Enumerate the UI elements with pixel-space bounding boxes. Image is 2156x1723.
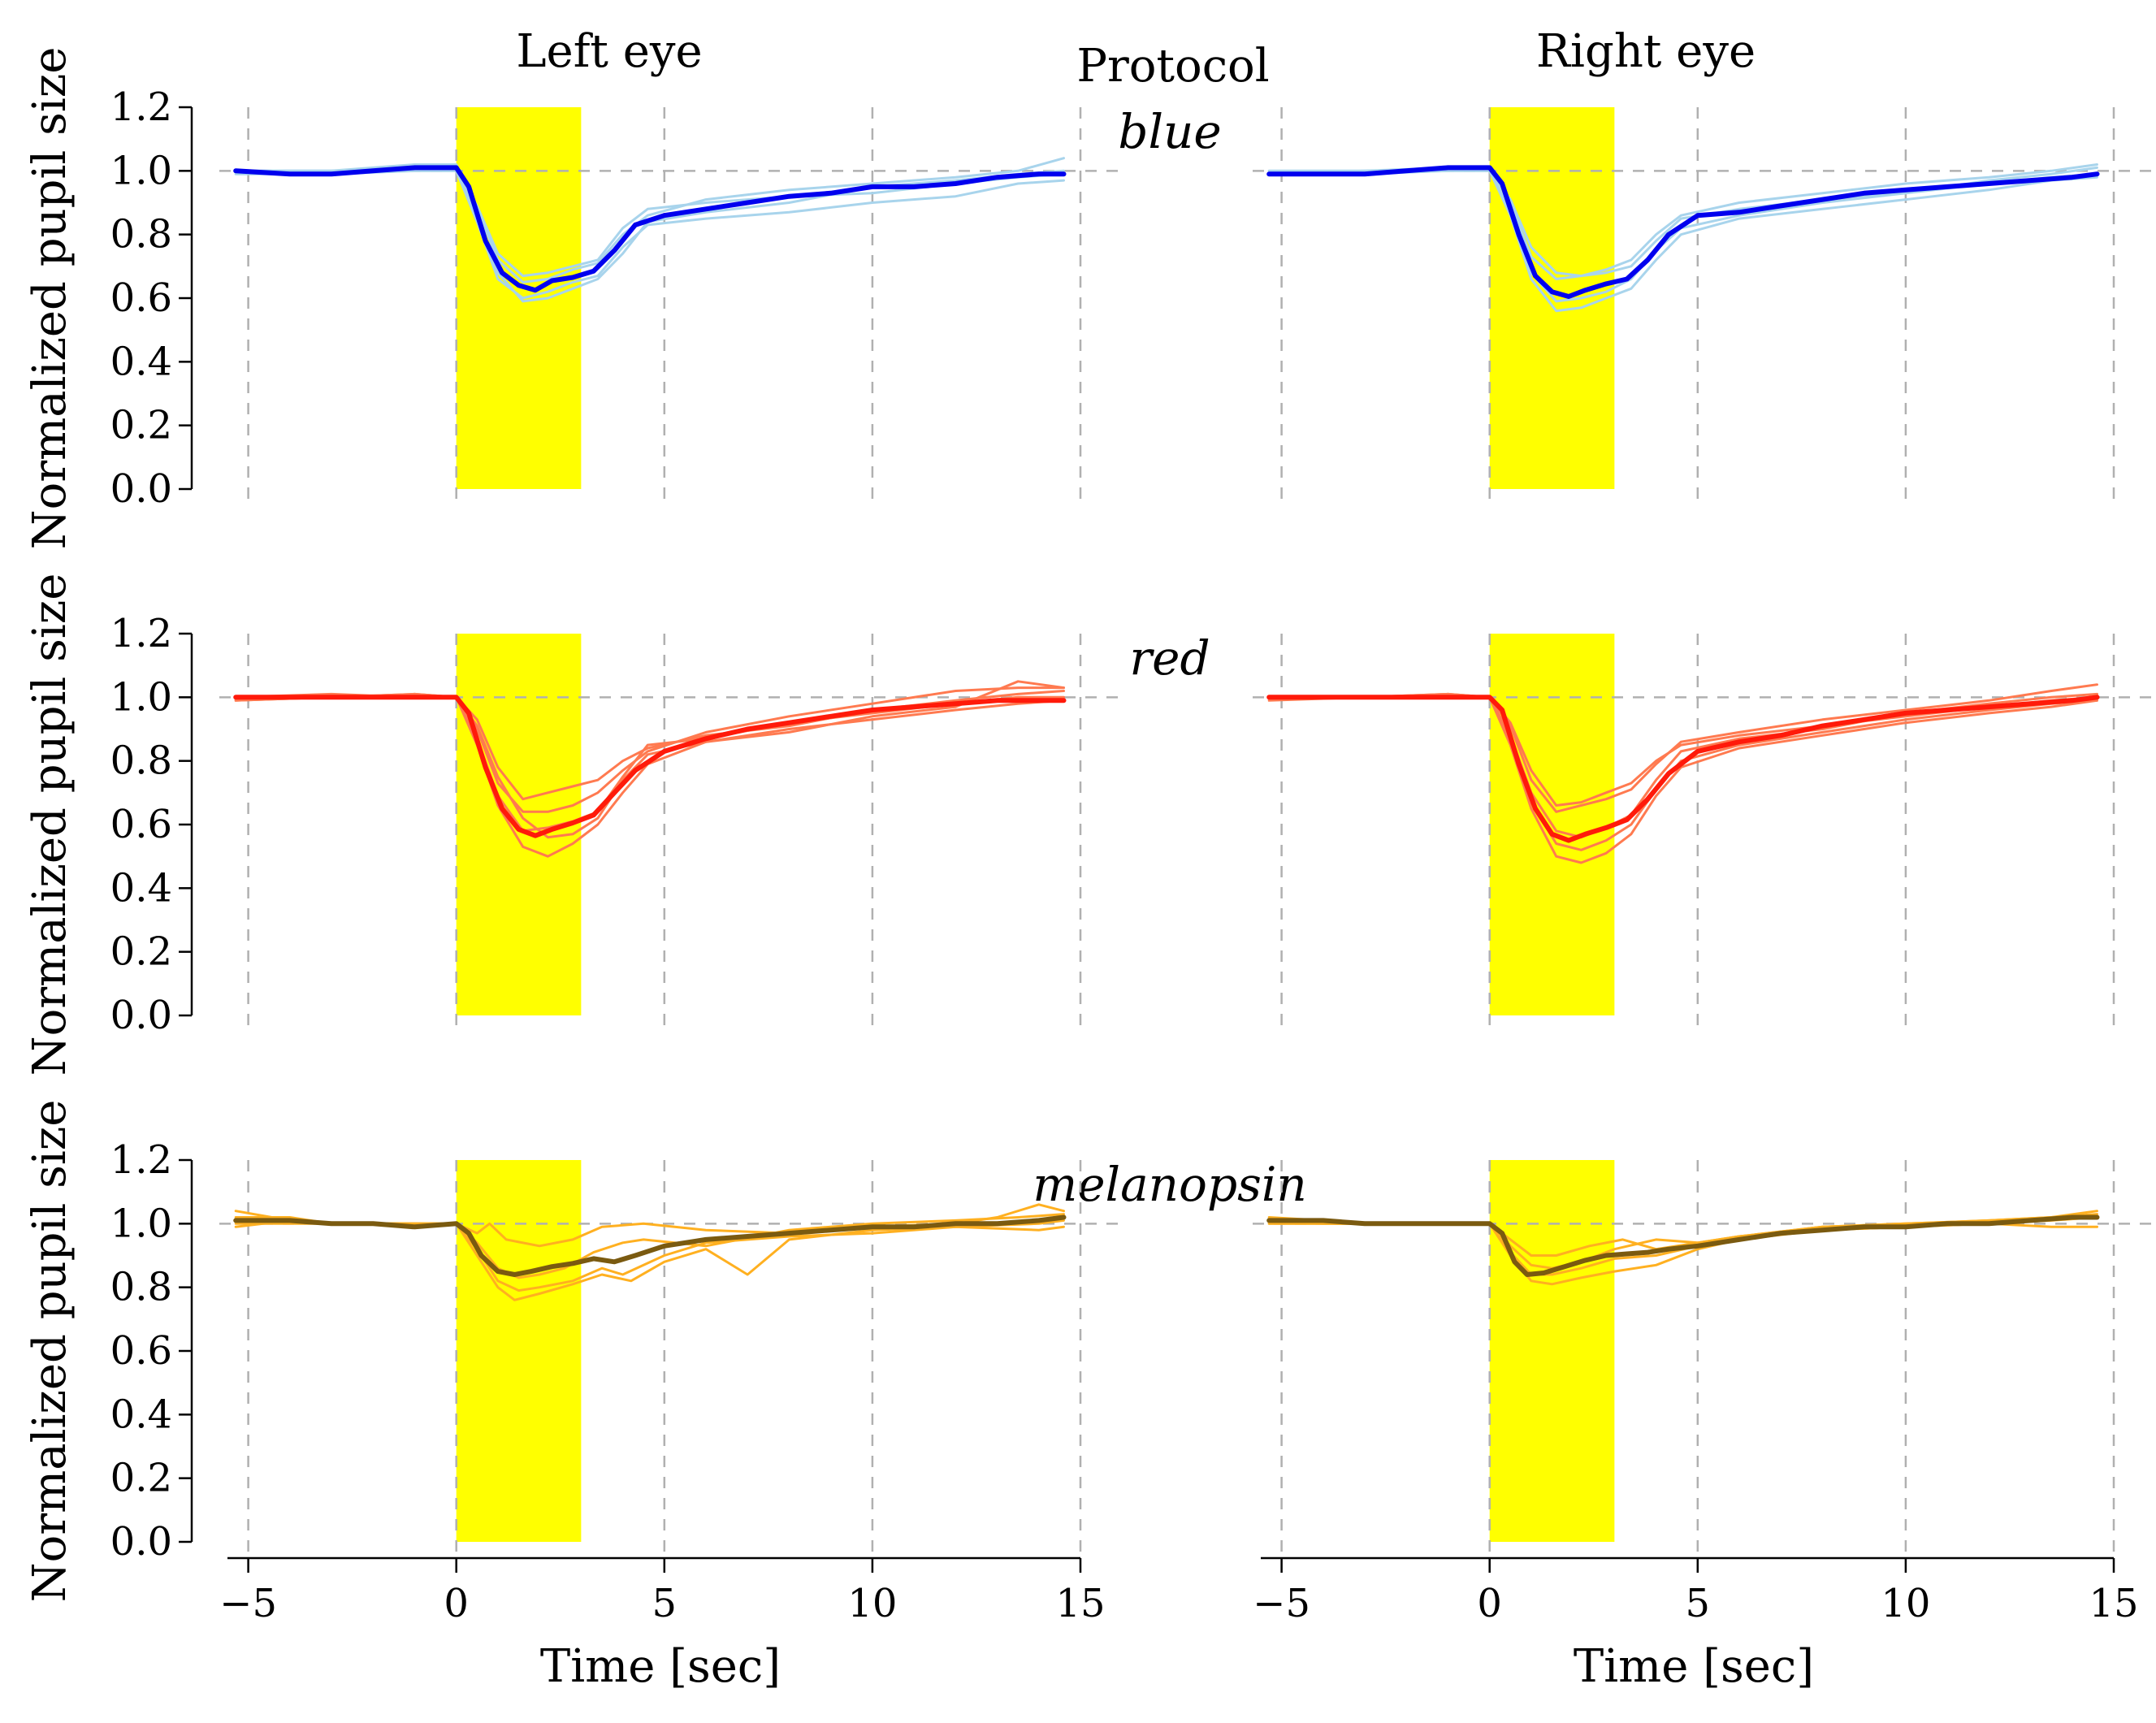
panel-melanopsin-left: 0.0 0.2 0.4 0.6 0.8 1.0 1.2 Normalized pupil si…	[24, 1100, 1121, 1693]
left-eye-title: Left eye	[516, 25, 702, 78]
x-tick-label: 10	[1881, 1581, 1930, 1626]
trial-line-2	[234, 695, 1065, 858]
x-tick-label: 0	[444, 1581, 469, 1626]
y-tick-label: 0.2	[110, 403, 172, 448]
trial-line-2	[234, 169, 1065, 300]
protocol-label-red: red	[1129, 630, 1210, 686]
mean-line	[233, 1214, 1067, 1277]
y-tick-label: 0.6	[110, 1328, 172, 1374]
panel-blue-right	[1253, 107, 2153, 504]
stimulus-window	[456, 1160, 582, 1542]
y-tick-label: 0.8	[110, 738, 172, 784]
protocol-label-blue: blue	[1118, 104, 1221, 159]
panel-red-right	[1253, 634, 2153, 1030]
y-tick-label: 0.2	[110, 929, 172, 975]
x-tick-label: 15	[2089, 1581, 2138, 1626]
y-axis-label: Normalized pupil size	[24, 574, 76, 1076]
y-tick-label: 1.0	[110, 674, 172, 720]
trial-line-2	[234, 1219, 1065, 1301]
y-tick-label: 0.8	[110, 212, 172, 258]
y-tick-label: 0.6	[110, 275, 172, 321]
y-tick-label: 0.0	[110, 466, 172, 512]
y-tick-label: 1.0	[110, 1201, 172, 1246]
x-axis-label: Time [sec]	[1574, 1640, 1814, 1693]
trial-line-2	[1267, 1216, 2098, 1286]
y-tick-label: 0.8	[110, 1265, 172, 1310]
x-tick-label: 15	[1055, 1581, 1105, 1626]
y-tick-label: 0.6	[110, 802, 172, 847]
trial-line-2	[1267, 169, 2098, 313]
right-eye-title: Right eye	[1536, 25, 1756, 78]
trial-line-4	[234, 169, 1065, 278]
trial-line-2	[1267, 695, 2098, 864]
mean-line	[233, 165, 1067, 293]
x-tick-label: 5	[1686, 1581, 1711, 1626]
trial-line-1	[1267, 1210, 2098, 1270]
trial-line-4	[234, 1222, 1065, 1292]
y-tick-label: 0.4	[110, 1392, 172, 1437]
x-tick-label: −5	[1253, 1581, 1310, 1626]
mean-line	[1266, 1214, 2100, 1277]
x-tick-label: 0	[1477, 1581, 1502, 1626]
panel-melanopsin-right: −5 0 5 10 15 Time [sec]	[1253, 1160, 2153, 1693]
x-axis-label: Time [sec]	[540, 1640, 781, 1693]
mean-line	[1266, 165, 2100, 299]
y-axis-label: Normalized pupil size	[24, 47, 76, 550]
trial-line-4	[1267, 695, 2098, 851]
y-tick-label: 1.2	[110, 1137, 172, 1183]
y-tick-label: 0.0	[110, 993, 172, 1038]
mean-line	[233, 695, 1067, 838]
panel-red-left: 0.0 0.2 0.4 0.6 0.8 1.0 1.2 Normalized pupil si…	[24, 574, 1121, 1076]
y-tick-label: 0.4	[110, 339, 172, 384]
x-tick-label: 10	[847, 1581, 897, 1626]
mean-line	[1266, 695, 2100, 843]
x-tick-label: −5	[219, 1581, 277, 1626]
trial-line-1	[1267, 683, 2098, 813]
stimulus-window	[1489, 1160, 1615, 1542]
y-tick-label: 1.2	[110, 611, 172, 656]
y-axis-label: Normalized pupil size	[24, 1100, 76, 1603]
y-tick-label: 0.2	[110, 1456, 172, 1501]
trial-line-1	[234, 157, 1065, 284]
protocol-label-melanopsin: melanopsin	[1033, 1157, 1307, 1212]
y-tick-label: 0.4	[110, 865, 172, 911]
protocol-title: Protocol	[1076, 40, 1269, 93]
trial-line-3	[234, 166, 1065, 303]
y-tick-label: 0.0	[110, 1519, 172, 1565]
y-tick-label: 1.2	[110, 84, 172, 130]
panel-blue-left: 0.0 0.2 0.4 0.6 0.8 1.0 1.2 Normalized pupil si…	[24, 47, 1121, 550]
trial-line-4	[1267, 169, 2098, 278]
y-tick-label: 1.0	[110, 148, 172, 193]
x-tick-label: 5	[652, 1581, 678, 1626]
trial-line-3	[1267, 1222, 2098, 1257]
